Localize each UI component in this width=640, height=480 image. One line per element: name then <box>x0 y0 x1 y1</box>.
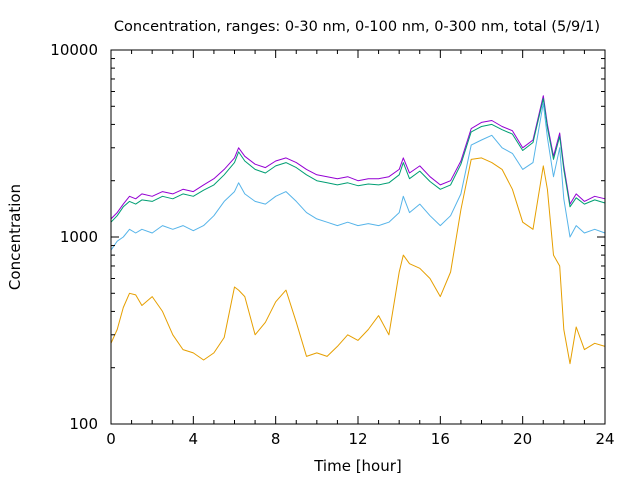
x-tick-label: 12 <box>348 430 367 448</box>
series-line-2 <box>110 98 606 223</box>
series-layer <box>110 95 606 365</box>
x-tick-label: 8 <box>271 430 281 448</box>
series-line-1 <box>110 95 606 220</box>
x-tick-label: 4 <box>189 430 199 448</box>
chart-title: Concentration, ranges: 0-30 nm, 0-100 nm… <box>114 19 600 35</box>
axis-ticks <box>110 49 606 425</box>
x-tick-labels: 0 4 8 12 16 20 24 <box>106 430 614 448</box>
plot-area <box>110 49 606 425</box>
y-tick-label: 100 <box>69 415 98 433</box>
y-tick-labels: 100 1000 10000 <box>50 41 98 433</box>
x-tick-label: 20 <box>513 430 532 448</box>
y-axis-label: Concentration <box>6 184 24 290</box>
series-line-4 <box>110 157 606 365</box>
y-tick-label: 10000 <box>50 41 98 59</box>
x-axis-label: Time [hour] <box>313 457 402 475</box>
x-tick-label: 16 <box>431 430 450 448</box>
x-tick-label: 24 <box>595 430 614 448</box>
plot-frame <box>110 49 606 425</box>
x-tick-label: 0 <box>106 430 116 448</box>
y-tick-label: 1000 <box>60 228 98 246</box>
series-line-3 <box>110 102 606 251</box>
